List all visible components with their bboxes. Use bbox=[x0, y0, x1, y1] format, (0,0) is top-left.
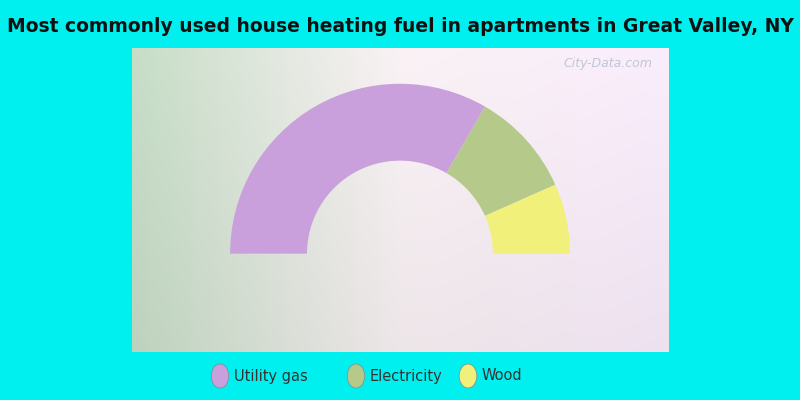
Text: Wood: Wood bbox=[482, 368, 522, 384]
Ellipse shape bbox=[347, 364, 365, 388]
Ellipse shape bbox=[211, 364, 229, 388]
Text: City-Data.com: City-Data.com bbox=[563, 57, 652, 70]
Text: Utility gas: Utility gas bbox=[234, 368, 307, 384]
Wedge shape bbox=[230, 84, 485, 254]
Text: Electricity: Electricity bbox=[370, 368, 442, 384]
Wedge shape bbox=[446, 107, 555, 216]
Ellipse shape bbox=[459, 364, 477, 388]
Wedge shape bbox=[485, 185, 570, 254]
Text: Most commonly used house heating fuel in apartments in Great Valley, NY: Most commonly used house heating fuel in… bbox=[6, 17, 794, 36]
